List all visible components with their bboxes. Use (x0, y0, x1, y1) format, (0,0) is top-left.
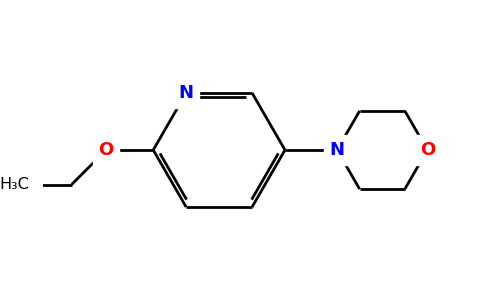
Text: H₃C: H₃C (0, 177, 29, 192)
Text: O: O (420, 141, 435, 159)
Text: N: N (179, 84, 194, 102)
Text: N: N (330, 141, 345, 159)
Text: O: O (99, 141, 114, 159)
